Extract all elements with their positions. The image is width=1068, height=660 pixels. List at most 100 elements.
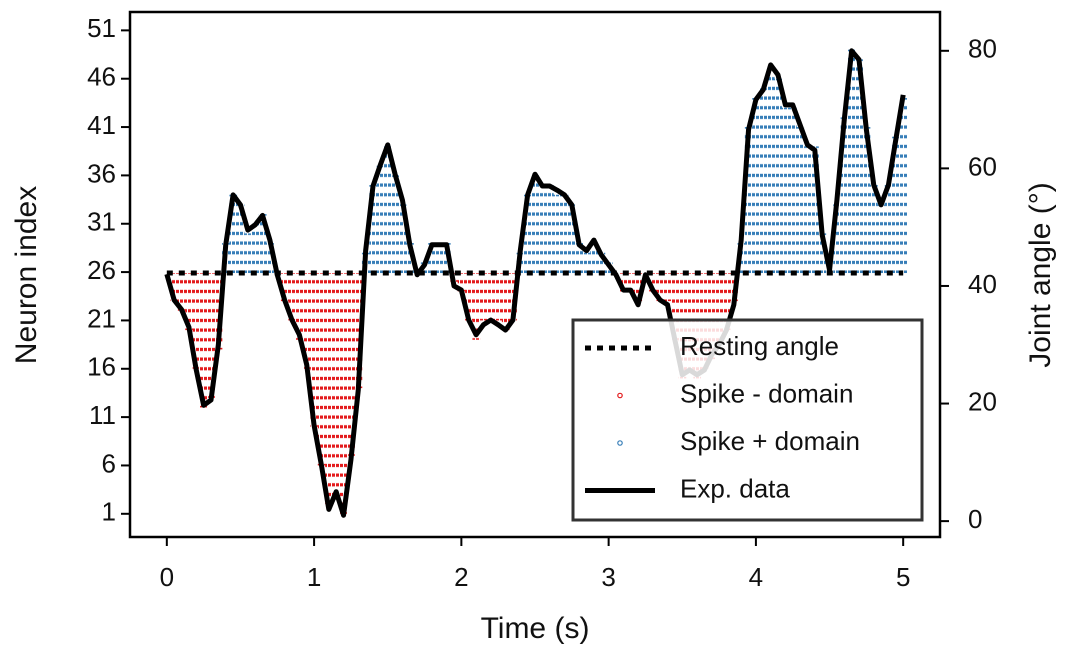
spike-band	[369, 185, 377, 274]
y-tick-label: 41	[87, 110, 116, 140]
spike-band	[303, 273, 311, 369]
exp-line	[164, 48, 906, 518]
spike-band	[627, 273, 635, 292]
spike-band	[649, 273, 657, 292]
spike-band	[310, 273, 319, 427]
spike-band	[634, 273, 643, 302]
legend-marker	[617, 392, 623, 399]
spike-band	[406, 243, 414, 274]
spike-band	[199, 273, 208, 408]
spike-band	[715, 273, 724, 350]
spike-band	[185, 273, 193, 331]
spike-band	[575, 243, 584, 274]
spike-band	[244, 233, 252, 274]
spike-band	[708, 273, 716, 360]
x-axis-label: Time (s)	[481, 612, 590, 645]
x-tick-label: 5	[896, 562, 910, 592]
spike-band	[207, 273, 215, 398]
y-tick-label: 11	[89, 400, 116, 430]
spike-band	[870, 185, 878, 274]
spike-band	[597, 252, 606, 274]
spike-band	[663, 273, 672, 302]
spike-band	[619, 273, 628, 292]
spike-band	[803, 146, 812, 274]
spike-band	[744, 127, 753, 274]
spike-band	[192, 273, 201, 369]
y2-tick-label: 60	[968, 151, 997, 181]
legend-box	[571, 318, 924, 522]
spike-band	[899, 98, 908, 274]
spike-band	[855, 59, 863, 274]
spike-band	[332, 273, 341, 495]
spike-band	[892, 136, 900, 274]
x-tick-label: 1	[307, 562, 321, 592]
spike-band	[774, 78, 782, 274]
spike-band	[288, 273, 296, 321]
spike-band	[347, 273, 355, 456]
spike-band	[384, 146, 392, 274]
x-tick-label: 2	[454, 562, 468, 592]
spike-band	[862, 127, 871, 274]
x-tick-label: 3	[601, 562, 615, 592]
y2-tick-label: 20	[968, 386, 997, 416]
y-tick-label: 36	[87, 158, 116, 188]
spike-band	[582, 252, 591, 274]
x-tick-label: 0	[160, 562, 174, 592]
spike-band	[656, 273, 665, 302]
spike-band	[295, 273, 304, 340]
y2-axis-label: Joint angle (°)	[1024, 182, 1057, 367]
spike-band	[833, 204, 841, 274]
spike-band	[796, 127, 805, 274]
spike-band	[317, 273, 326, 466]
spike-band	[546, 185, 554, 274]
spike-band	[722, 273, 731, 331]
spike-band	[339, 273, 348, 514]
spike-band	[590, 243, 598, 274]
x-tick-label: 4	[749, 562, 763, 592]
spike-band	[391, 175, 400, 274]
spike-band	[553, 194, 562, 274]
y-tick-label: 1	[102, 497, 116, 527]
plot-frame	[128, 10, 942, 539]
spike-band	[752, 98, 760, 274]
spike-band	[671, 273, 679, 340]
y2-tick-label: 0	[968, 504, 982, 534]
spike-band	[847, 49, 856, 274]
spike-band	[229, 194, 238, 274]
spike-band	[840, 117, 849, 274]
y-tick-label: 21	[87, 303, 116, 333]
spike-band	[560, 194, 569, 274]
spike-band	[251, 223, 260, 274]
legend: Resting angle Spike - domain Spike + domai…	[571, 318, 924, 522]
spike-band	[280, 273, 289, 302]
spike-band	[472, 273, 481, 340]
spike-band	[494, 273, 503, 321]
spike-band	[781, 107, 790, 274]
spike-band	[398, 204, 407, 274]
legend-marker	[617, 440, 623, 446]
spike-band	[523, 194, 532, 274]
spike-band	[531, 175, 539, 274]
y-tick-label: 31	[87, 207, 116, 237]
spike-band	[376, 165, 385, 274]
legend-label: Resting angle	[680, 331, 839, 361]
spike-band	[428, 243, 436, 274]
y-tick-label: 16	[87, 352, 116, 382]
spike-band	[818, 233, 827, 274]
legend-label: Spike + domain	[680, 426, 860, 456]
spike-band	[538, 185, 547, 274]
spike-band	[457, 273, 466, 292]
spike-band	[766, 69, 775, 274]
y-tick-label: 6	[102, 448, 116, 478]
spike-band	[177, 273, 186, 311]
spike-band	[568, 204, 576, 274]
spike-band	[479, 273, 488, 321]
spike-band	[811, 146, 819, 274]
y-tick-label: 46	[87, 62, 116, 92]
spike-band	[465, 273, 473, 321]
spike-band	[354, 273, 363, 389]
spike-band	[236, 204, 245, 274]
spike-band	[501, 273, 510, 331]
y-tick-label: 51	[87, 13, 116, 43]
